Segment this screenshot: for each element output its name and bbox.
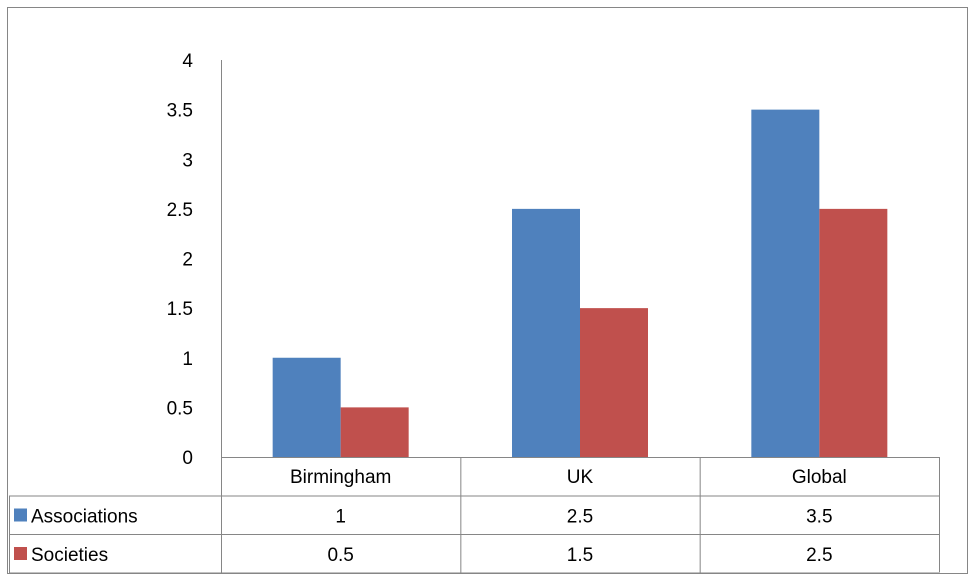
series-label: Societies (31, 545, 108, 566)
y-tick-labels: 0 0.5 1 1.5 2 2.5 3 3.5 4 (167, 51, 194, 469)
legend-key (14, 547, 27, 560)
data-table: Birmingham UK Global Associations 1 2.5 3.5 Soc… (9, 457, 940, 574)
bar-associations-global (751, 109, 820, 457)
category-label: UK (567, 467, 594, 488)
series-label: Associations (31, 507, 138, 528)
y-tick-label: 0 (182, 448, 193, 469)
y-tick-label: 3.5 (167, 101, 193, 122)
y-tick-label: 3 (182, 150, 193, 171)
data-table-cell: 0.5 (327, 545, 353, 566)
data-table-cell: 3.5 (806, 507, 832, 528)
data-table-cell: 1.5 (567, 545, 593, 566)
bars (272, 109, 888, 457)
data-table-cell: 2.5 (806, 545, 832, 566)
data-table-cell: 2.5 (567, 507, 593, 528)
y-tick-label: 0.5 (167, 398, 193, 419)
bar-societies-uk (580, 308, 648, 457)
y-tick-label: 2.5 (167, 200, 193, 221)
legend-key (14, 508, 27, 522)
y-tick-label: 4 (182, 51, 193, 72)
category-label: Birmingham (290, 467, 391, 488)
y-tick-label: 1.5 (167, 299, 193, 320)
bar-associations-uk (512, 208, 580, 457)
data-table-cell: 1 (335, 507, 346, 528)
bar-associations-birmingham (272, 357, 341, 457)
category-label: Global (792, 467, 847, 488)
bar-societies-birmingham (340, 407, 409, 457)
y-tick-label: 1 (182, 349, 193, 370)
y-tick-label: 2 (182, 250, 193, 271)
bar-societies-global (819, 208, 888, 457)
